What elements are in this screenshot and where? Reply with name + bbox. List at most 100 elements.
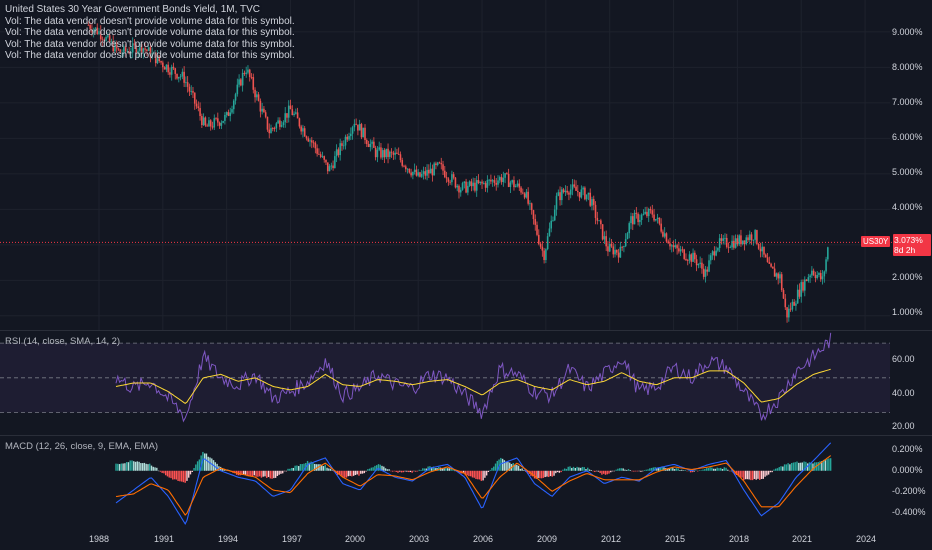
macd-histogram-bar [164, 470, 167, 476]
macd-histogram-bar [787, 463, 789, 471]
macd-histogram-bar [808, 462, 811, 471]
candle-body [529, 203, 531, 205]
candle-body [215, 118, 217, 120]
candle-body [261, 108, 263, 112]
candle-body [257, 94, 260, 101]
candle-body [679, 249, 682, 252]
macd-histogram-bar [205, 453, 208, 471]
candle-body [403, 165, 405, 167]
candle-body [179, 76, 182, 78]
macd-histogram-bar [789, 464, 791, 471]
macd-histogram-bar [391, 470, 394, 472]
macd-histogram-bar [255, 470, 257, 477]
candle-body [374, 147, 377, 158]
candle-body [144, 48, 146, 50]
macd-histogram-bar [509, 462, 511, 471]
pane-separator[interactable] [0, 435, 932, 436]
macd-histogram-bar [239, 470, 241, 476]
candle-body [789, 308, 792, 310]
macd-histogram-bar [801, 462, 804, 471]
rsi-chart[interactable] [0, 331, 932, 435]
candle-body [569, 189, 572, 195]
candle-body [321, 156, 324, 157]
macd-histogram-bar [216, 463, 218, 471]
candle-body [814, 274, 817, 279]
candle-body [279, 120, 281, 127]
macd-tick: 0.000% [892, 465, 923, 475]
rsi-pane[interactable]: RSI (14, close, SMA, 14, 2) 60.00 40.00 … [0, 331, 932, 435]
candle-body [419, 172, 421, 177]
candle-body [289, 105, 292, 110]
candle-body [248, 69, 251, 78]
macd-histogram-bar [720, 467, 722, 471]
macd-histogram-bar [381, 465, 383, 471]
candle-body [665, 233, 668, 242]
price-pane[interactable]: United States 30 Year Government Bonds Y… [0, 0, 932, 330]
macd-histogram-bar [709, 467, 711, 471]
candle-body [426, 169, 428, 176]
candle-body [259, 100, 262, 112]
candle-body [169, 72, 171, 75]
candle-body [287, 105, 290, 118]
macd-legend[interactable]: MACD (12, 26, close, 9, EMA, EMA) [5, 441, 159, 452]
macd-histogram-bar [624, 469, 626, 471]
macd-histogram-bar [579, 467, 582, 471]
macd-pane[interactable]: MACD (12, 26, close, 9, EMA, EMA) 0.200%… [0, 436, 932, 530]
macd-histogram-bar [574, 467, 577, 471]
candle-body [690, 254, 693, 262]
macd-chart[interactable] [0, 436, 932, 530]
candle-body [720, 238, 723, 241]
candle-body [119, 49, 122, 54]
macd-histogram-bar [283, 470, 286, 472]
macd-histogram-bar [590, 470, 592, 471]
rsi-legend[interactable]: RSI (14, close, SMA, 14, 2) [5, 336, 121, 347]
candle-body [752, 239, 755, 241]
candle-body [598, 220, 600, 222]
macd-histogram-bar [613, 470, 616, 472]
macd-histogram-bar [672, 468, 674, 471]
macd-histogram-bar [475, 470, 477, 480]
candle-body [369, 143, 372, 147]
candle-body [764, 254, 767, 258]
candle-body [472, 182, 474, 187]
rsi-tick: 60.00 [892, 354, 915, 364]
candle-body [605, 236, 607, 247]
macd-histogram-bar [124, 463, 126, 471]
macd-histogram-bar [393, 470, 396, 472]
candle-body [555, 195, 558, 210]
macd-histogram-bar [115, 463, 117, 471]
candle-body [378, 147, 380, 150]
candle-body [358, 124, 361, 131]
candle-body [89, 24, 91, 30]
macd-histogram-bar [712, 468, 715, 471]
candle-body [594, 204, 597, 218]
candle-body [608, 243, 611, 252]
candle-body [311, 140, 313, 143]
macd-histogram-bar [741, 470, 743, 478]
macd-histogram-bar [792, 462, 795, 471]
candle-body [754, 230, 756, 240]
candle-body [438, 162, 441, 164]
macd-histogram-bar [445, 467, 447, 471]
macd-histogram-bar [477, 470, 479, 480]
candle-body [580, 189, 583, 198]
candle-body [465, 181, 467, 193]
macd-histogram-bar [656, 467, 658, 471]
candle-body [807, 277, 810, 281]
macd-histogram-bar [184, 470, 186, 483]
candle-body [318, 153, 320, 155]
candle-body [128, 51, 130, 54]
macd-histogram-bar [571, 467, 573, 471]
candle-body [633, 212, 636, 225]
candle-body [365, 140, 368, 145]
macd-histogram-bar [388, 469, 390, 471]
time-tick: 2015 [664, 534, 686, 544]
price-chart[interactable] [0, 0, 932, 330]
candle-body [330, 165, 333, 167]
candle-body [422, 171, 425, 174]
time-axis[interactable]: 1988 1991 1994 1997 2000 2003 2006 2009 … [0, 530, 932, 550]
pane-separator[interactable] [0, 330, 932, 331]
macd-histogram-bar [180, 470, 183, 482]
macd-histogram-bar [560, 470, 562, 473]
candle-body [217, 118, 219, 123]
